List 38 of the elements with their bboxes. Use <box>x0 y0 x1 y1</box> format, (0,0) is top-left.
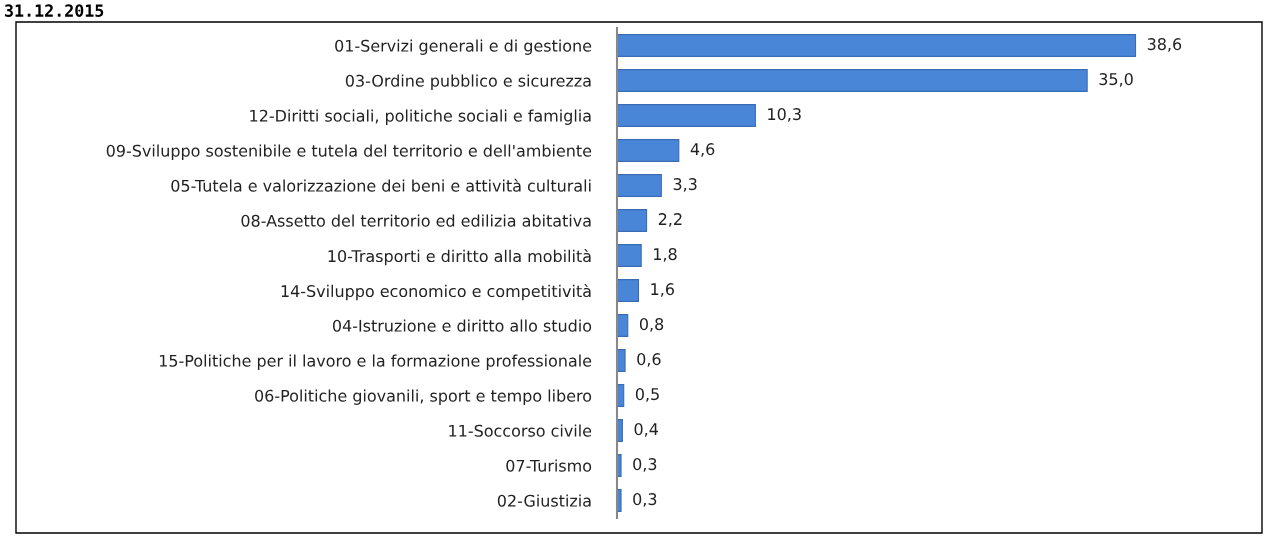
data-label: 0,5 <box>635 388 659 402</box>
text: 31.12.2015 <box>5 4 104 17</box>
y-tick-label: 01-Servizi generali e di gestione <box>335 39 592 55</box>
y-tick-label: 09-Sviluppo sostenibile e tutela del territorio e dell'ambiente <box>106 144 592 160</box>
data-label: 4,6 <box>690 143 715 157</box>
y-tick-label: 08-Assetto del territorio ed edilizia abitativa <box>241 214 591 227</box>
bar <box>617 104 756 127</box>
bar <box>617 244 642 267</box>
y-tick-label: 14-Sviluppo economico e competitività <box>281 284 591 301</box>
y-tick-label: 02-Giustizia <box>497 494 591 507</box>
y-tick-label: 11-Soccorso civile <box>449 424 592 437</box>
data-label: 0,3 <box>633 458 657 472</box>
bar <box>617 69 1088 92</box>
y-tick-label: 06-Politiche giovanili, sport e tempo libero <box>255 389 592 405</box>
y-tick-label: 04-Istruzione e diritto allo studio <box>332 319 592 332</box>
data-label: 0,3 <box>633 493 657 507</box>
bar <box>617 174 662 197</box>
data-label: 3,3 <box>673 178 697 192</box>
data-label: 1,6 <box>651 283 674 297</box>
data-label: 0,6 <box>637 353 661 367</box>
data-label: 0,4 <box>634 423 658 437</box>
y-tick-label: 15-Politiche per il lavoro e la formazione professionale <box>159 354 592 370</box>
data-label: 0,8 <box>639 318 664 332</box>
data-label: 2,2 <box>658 213 682 227</box>
data-label: 38,6 <box>1147 38 1182 52</box>
y-tick-label: 03-Ordine pubblico e sicurezza <box>345 74 591 90</box>
y-tick-label: 12-Diritti sociali, politiche sociali e famiglia <box>250 109 591 125</box>
bar <box>617 209 648 232</box>
bar <box>617 139 680 162</box>
bar <box>617 349 626 372</box>
bar <box>617 279 640 302</box>
y-tick-label: 07-Turismo <box>506 459 592 472</box>
data-label: 10,3 <box>768 108 801 122</box>
data-label: 1,8 <box>654 248 677 262</box>
bar <box>617 34 1137 57</box>
y-tick-label: 10-Trasporti e diritto alla mobilità <box>328 249 591 266</box>
y-tick-label: 05-Tutela e valorizzazione dei beni e attività culturali <box>171 178 591 192</box>
data-label: 35,0 <box>1099 73 1133 87</box>
